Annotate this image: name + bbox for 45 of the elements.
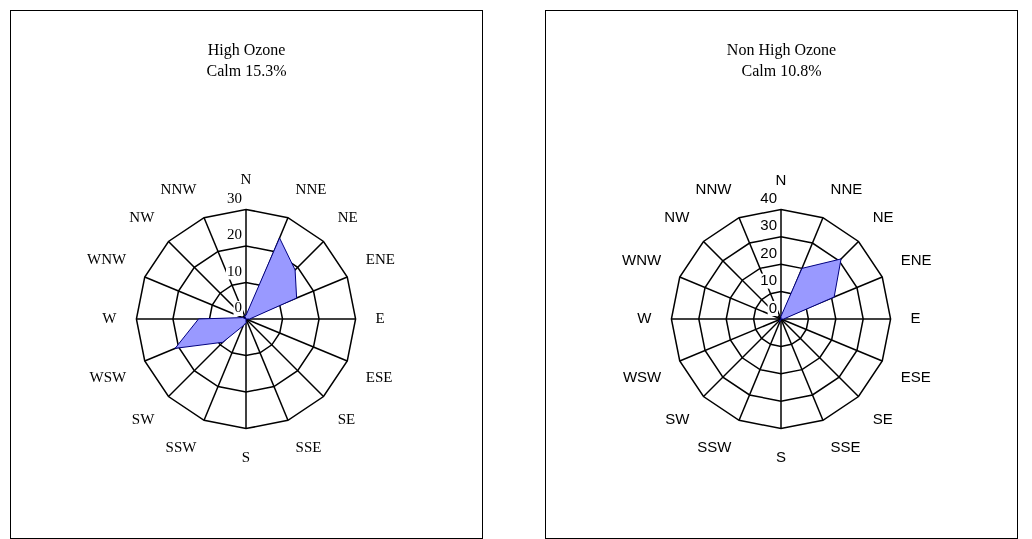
- spoke-label: W: [102, 309, 118, 326]
- chart-title: High Ozone: [207, 40, 286, 59]
- spoke-label: SSW: [165, 438, 198, 455]
- spoke-label: NNE: [830, 180, 863, 198]
- spoke-label: SSE: [295, 438, 322, 455]
- spoke-label: NE: [337, 209, 358, 226]
- spoke-label: ENE: [365, 251, 395, 268]
- spoke-label: ESE: [900, 367, 931, 385]
- spoke-label: S: [775, 447, 787, 465]
- spoke-label: NNW: [160, 181, 198, 198]
- spoke-label: NNW: [695, 180, 733, 198]
- y-tick-label: 10: [760, 271, 777, 289]
- y-tick-label: 0: [768, 298, 777, 316]
- spoke-label: ESE: [365, 368, 393, 385]
- spoke-label: WNW: [622, 250, 663, 268]
- spoke-label: S: [241, 448, 251, 465]
- y-tick-label: 20: [760, 243, 777, 261]
- y-tick-label: 40: [760, 189, 777, 207]
- spoke-label: E: [910, 309, 921, 327]
- y-tick-label: 30: [760, 216, 777, 234]
- spoke-label: NE: [872, 208, 894, 226]
- spoke-label: SE: [337, 410, 356, 427]
- spoke-label: SW: [131, 410, 156, 427]
- spoke-label: WNW: [87, 251, 128, 268]
- spoke-label: WSW: [622, 367, 663, 385]
- spoke-label: WSW: [89, 368, 128, 385]
- spoke-label: SW: [665, 409, 691, 427]
- spoke-label: NNE: [295, 181, 327, 198]
- y-tick-label: 0: [234, 299, 242, 316]
- chart-subtitle: Calm 10.8%: [741, 62, 822, 79]
- chart-title: Non High Ozone: [726, 40, 837, 59]
- y-tick-label: 20: [227, 226, 242, 243]
- spoke-label: N: [240, 171, 252, 188]
- y-tick-label: 30: [227, 189, 242, 206]
- spoke-label: W: [637, 309, 653, 327]
- spoke-label: N: [775, 170, 787, 188]
- spoke-label: SE: [872, 409, 893, 427]
- spoke-label: NW: [664, 208, 691, 226]
- spoke-label: NW: [129, 209, 156, 226]
- spoke-label: SSW: [697, 437, 733, 455]
- y-tick-label: 10: [227, 262, 242, 279]
- spoke-label: ENE: [900, 250, 932, 268]
- spoke-label: E: [375, 309, 385, 326]
- spoke-label: SSE: [830, 437, 861, 455]
- chart-subtitle: Calm 15.3%: [206, 62, 287, 79]
